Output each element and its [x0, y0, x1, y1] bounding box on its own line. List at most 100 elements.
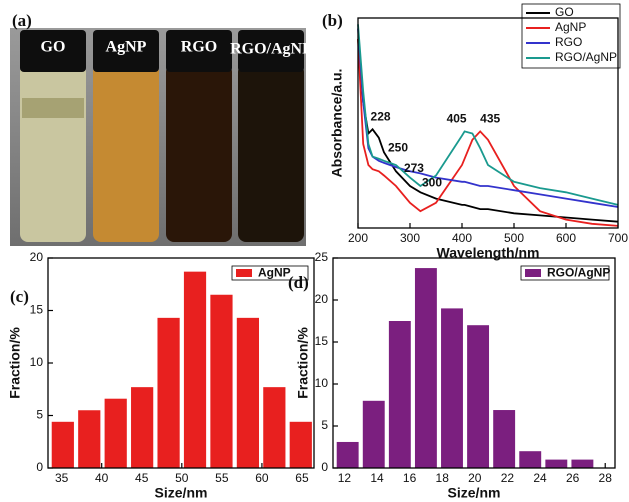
legend-label: RGO/AgNP	[555, 50, 617, 64]
histogram-bar	[388, 321, 411, 468]
x-tick-label: 14	[370, 471, 384, 485]
peak-label: 300	[422, 175, 442, 189]
histogram-bar	[104, 398, 127, 468]
spectrum-line	[357, 38, 619, 223]
peak-label: 435	[480, 112, 500, 126]
histogram-bar	[493, 410, 516, 468]
x-tick-label: 45	[135, 471, 149, 485]
peak-label: 405	[447, 112, 467, 126]
x-tick-label: 22	[501, 471, 515, 485]
x-tick-label: 16	[403, 471, 417, 485]
x-tick-label: 500	[504, 231, 524, 245]
plot-frame	[47, 257, 315, 469]
histogram-bar	[467, 325, 490, 468]
vial-label: AgNP	[106, 39, 147, 56]
vial-label: RGO	[181, 39, 217, 56]
histogram-bar	[336, 441, 359, 468]
legend-label: RGO	[555, 35, 582, 49]
x-tick-label: 18	[436, 471, 450, 485]
vial	[238, 64, 304, 242]
peak-label: 250	[388, 141, 408, 155]
legend-label: AgNP	[555, 20, 586, 34]
x-axis-label: Size/nm	[155, 485, 208, 501]
panel-label: (d)	[288, 273, 309, 292]
x-tick-label: 24	[533, 471, 547, 485]
y-tick-label: 15	[30, 303, 44, 317]
histogram-bar	[263, 387, 286, 468]
vial-cap	[166, 30, 232, 72]
histogram-bar	[157, 317, 180, 468]
x-tick-label: 200	[348, 231, 368, 245]
peak-label: 228	[371, 109, 391, 123]
histogram-bar	[362, 400, 385, 468]
y-tick-label: 10	[315, 376, 329, 390]
histogram-bar	[78, 410, 101, 468]
x-tick-label: 26	[566, 471, 580, 485]
legend-label: RGO/AgNP	[547, 266, 610, 280]
panel-label: (b)	[322, 11, 343, 30]
legend-swatch	[525, 269, 541, 277]
histogram-bar	[131, 387, 154, 468]
panel-label: (a)	[12, 11, 32, 30]
panel-label: (c)	[10, 287, 29, 306]
legend-swatch	[236, 269, 252, 277]
y-axis-label: Fraction/%	[295, 327, 311, 399]
x-axis-label: Wavelength/nm	[437, 245, 540, 261]
plot-frame	[332, 257, 616, 469]
y-axis-label: Fraction/%	[7, 327, 23, 399]
x-tick-label: 35	[55, 471, 69, 485]
x-tick-label: 50	[175, 471, 189, 485]
x-tick-label: 60	[255, 471, 269, 485]
vial	[166, 64, 232, 242]
vial-meniscus	[22, 98, 84, 118]
x-tick-label: 400	[452, 231, 472, 245]
vial-cap	[93, 30, 159, 72]
y-tick-label: 0	[321, 460, 328, 474]
histogram-bar	[441, 308, 463, 468]
x-tick-label: 65	[295, 471, 309, 485]
histogram-bar	[545, 459, 568, 468]
histogram-bar	[414, 268, 437, 468]
plot-frame	[357, 17, 619, 229]
histogram-bar	[210, 294, 233, 468]
vial-cap	[20, 30, 86, 72]
x-tick-label: 700	[608, 231, 628, 245]
histogram-bar	[236, 317, 260, 468]
legend-box	[520, 265, 610, 281]
vial	[20, 64, 86, 242]
x-tick-label: 600	[556, 231, 576, 245]
x-tick-label: 12	[338, 471, 352, 485]
histogram-bar	[289, 421, 312, 468]
y-tick-label: 20	[315, 292, 329, 306]
y-tick-label: 0	[36, 460, 43, 474]
vial	[93, 64, 159, 242]
y-tick-label: 15	[315, 334, 329, 348]
x-tick-label: 28	[599, 471, 613, 485]
x-axis-label: Size/nm	[448, 485, 501, 501]
y-tick-label: 5	[36, 408, 43, 422]
peak-label: 273	[404, 161, 424, 175]
x-tick-label: 55	[215, 471, 229, 485]
y-tick-label: 20	[30, 250, 44, 264]
legend-label: AgNP	[258, 266, 291, 280]
x-tick-label: 20	[468, 471, 482, 485]
legend-box	[521, 3, 621, 69]
x-tick-label: 300	[400, 231, 420, 245]
histogram-bar	[571, 459, 594, 468]
y-tick-label: 10	[30, 355, 44, 369]
spectrum-line	[357, 38, 619, 227]
histogram-bar	[183, 271, 207, 468]
legend-label: GO	[555, 5, 574, 19]
vial-label: RGO/AgNP	[230, 41, 312, 58]
photo: GO AgNP RGO RGO/AgNP (a)	[10, 11, 312, 246]
histogram-bar	[51, 421, 74, 468]
histogram-bar	[519, 451, 542, 468]
y-tick-label: 25	[315, 250, 329, 264]
vial-cap	[238, 30, 304, 72]
spectrum-line	[357, 24, 619, 206]
vial-label: GO	[41, 39, 66, 56]
y-tick-label: 5	[321, 418, 328, 432]
x-tick-label: 40	[95, 471, 109, 485]
y-axis-label: Absorbance/a.u.	[329, 69, 345, 178]
